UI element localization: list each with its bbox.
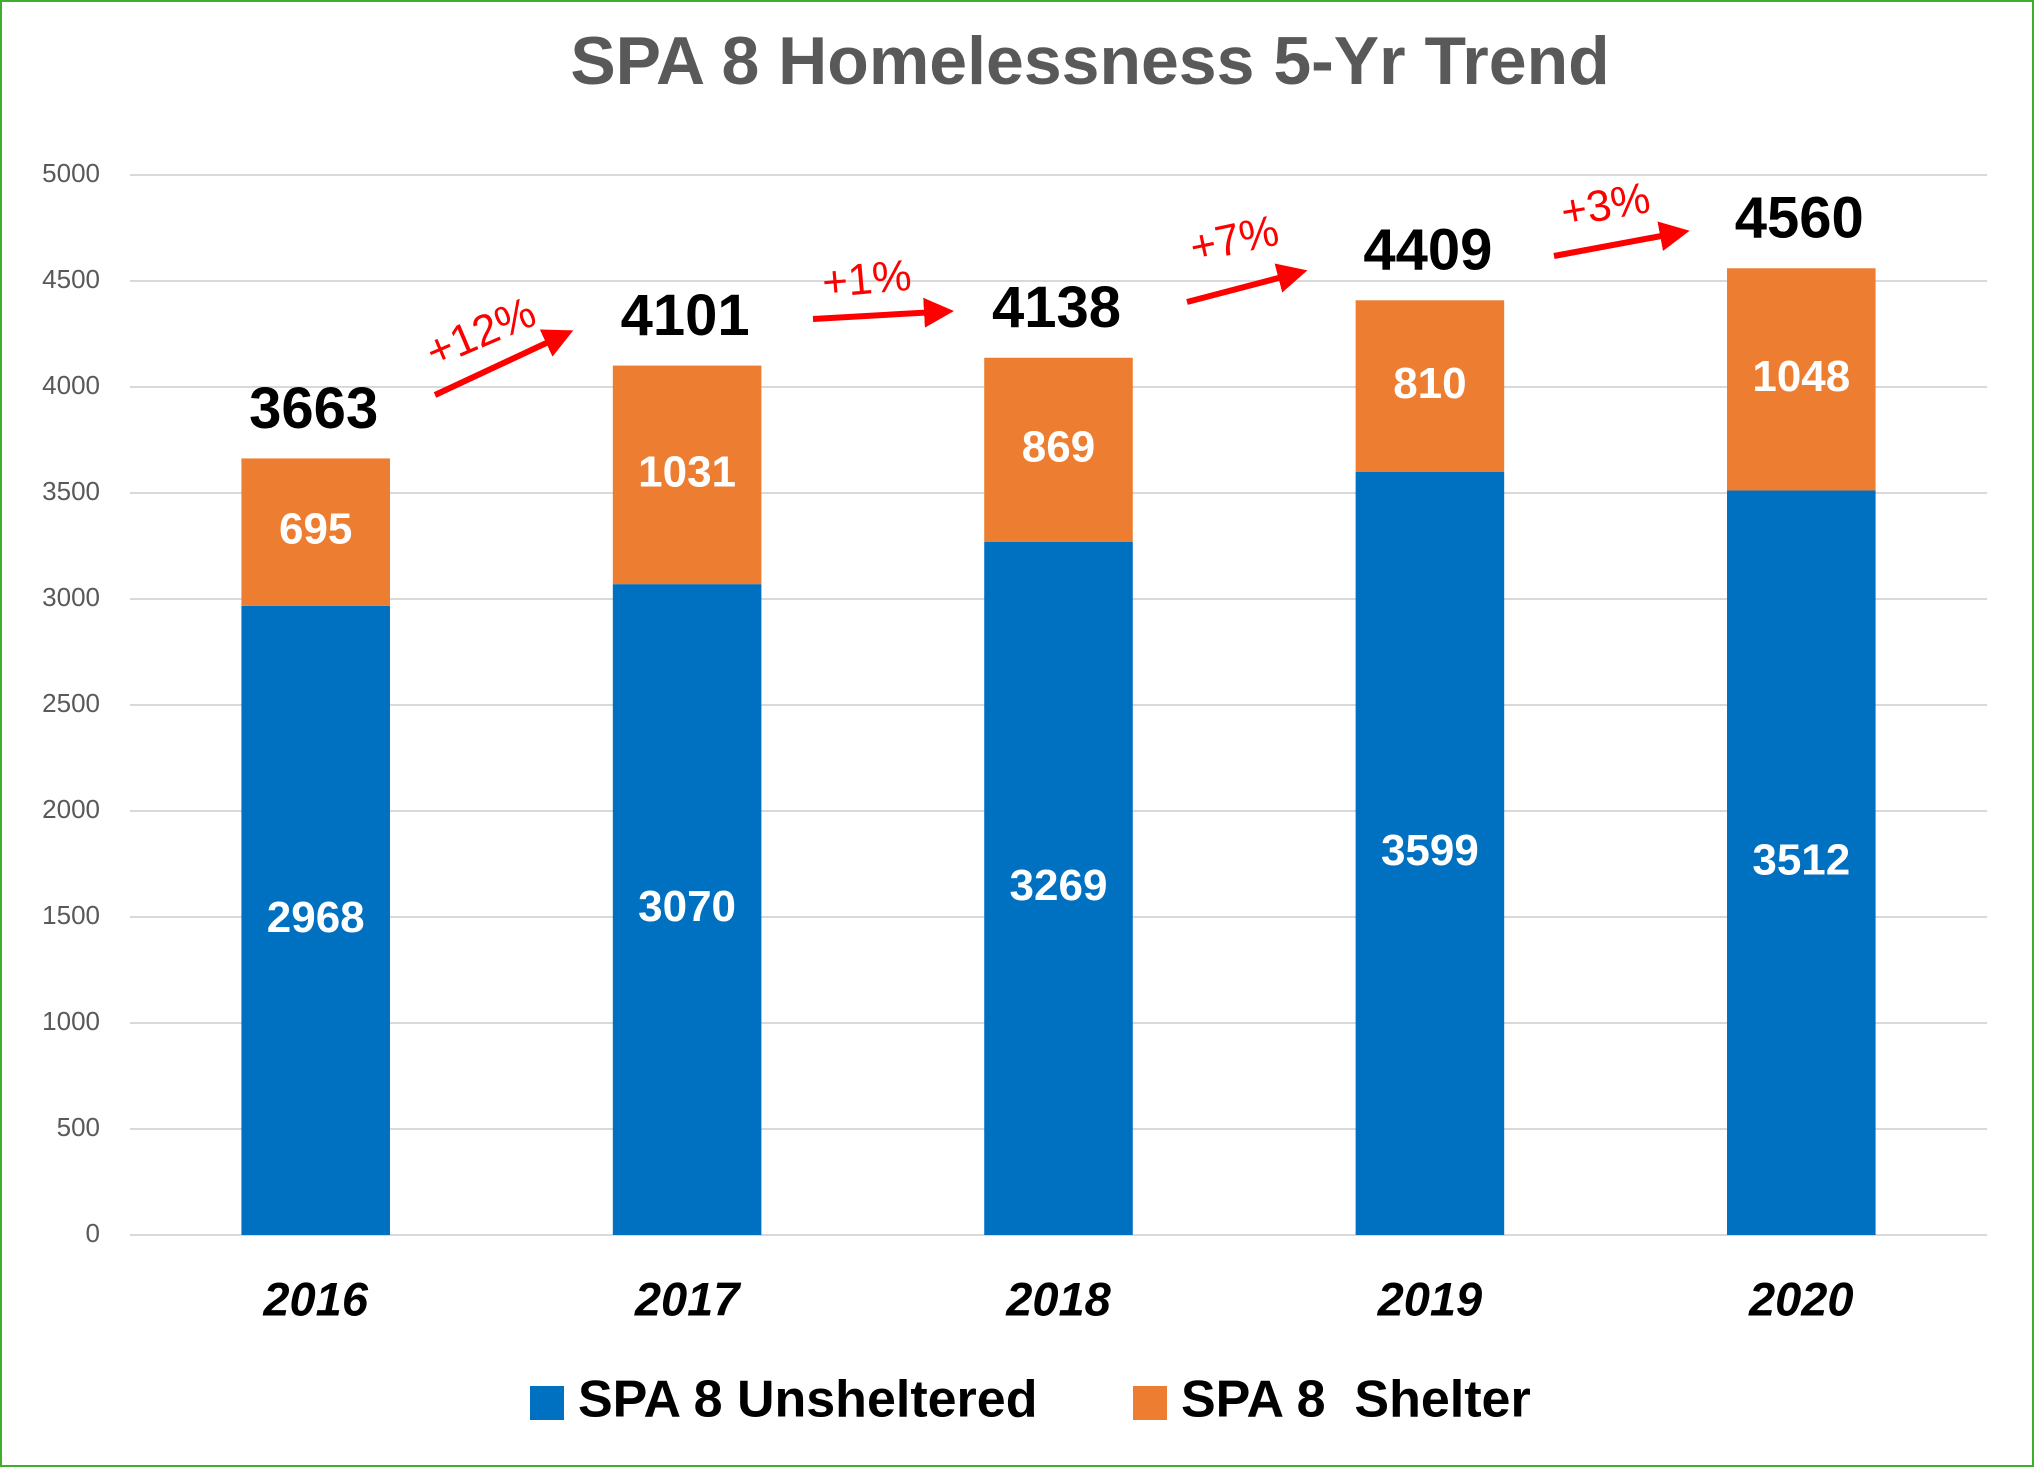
bar-segment [1355,472,1505,1236]
legend-swatch [530,1386,564,1420]
arrow [433,329,574,398]
y-tick-label: 3000 [42,582,100,612]
value-label: 695 [279,505,352,554]
bar-segment [984,357,1133,542]
bar-segment [241,458,390,606]
y-tick-label: 4500 [42,264,100,294]
value-label: 3599 [1381,826,1479,875]
value-label: 3070 [638,882,736,931]
y-tick-label: 5000 [42,158,100,188]
y-tick-label: 0 [86,1218,100,1248]
x-tick-label: 2019 [1377,1272,1483,1325]
x-tick-label: 2018 [1005,1272,1111,1325]
value-label: 1031 [638,447,736,496]
legend-label: SPA 8 Shelter [1181,1371,1531,1429]
arrow [1553,221,1690,259]
bar-segment [984,541,1133,1235]
value-label: 2968 [267,893,365,942]
x-tick-label: 2016 [262,1272,368,1325]
bar-segment [1727,490,1876,1235]
total-label: 4409 [1363,218,1492,283]
value-label: 3512 [1752,835,1850,884]
y-tick-label: 2000 [42,794,100,824]
y-tick-label: 500 [57,1112,100,1142]
bar-segment [612,365,762,585]
value-label: 810 [1393,359,1466,408]
bar-segment [612,584,762,1235]
total-label: 4101 [621,283,750,348]
x-tick-label: 2017 [634,1272,741,1325]
bar-segment [241,605,390,1235]
y-tick-label: 4000 [42,370,100,400]
legend-label: SPA 8 Unsheltered [578,1371,1037,1429]
bar-segment [1355,300,1505,473]
y-tick-label: 1000 [42,1006,100,1036]
total-label: 4138 [992,275,1121,340]
total-label: 4560 [1735,186,1864,251]
arrow [1186,263,1308,305]
x-tick-label: 2020 [1748,1272,1854,1325]
legend-swatch [1133,1386,1167,1420]
y-tick-label: 1500 [42,900,100,930]
value-label: 869 [1022,422,1095,471]
chart-title: SPA 8 Homelessness 5-Yr Trend [570,23,1609,99]
value-label: 3269 [1010,861,1108,910]
arrow [812,297,954,328]
annotation: +1% [820,251,913,308]
value-label: 1048 [1752,352,1850,401]
total-label: 3663 [249,376,378,441]
bar-segment [1727,268,1876,491]
y-tick-label: 3500 [42,476,100,506]
y-tick-label: 2500 [42,688,100,718]
